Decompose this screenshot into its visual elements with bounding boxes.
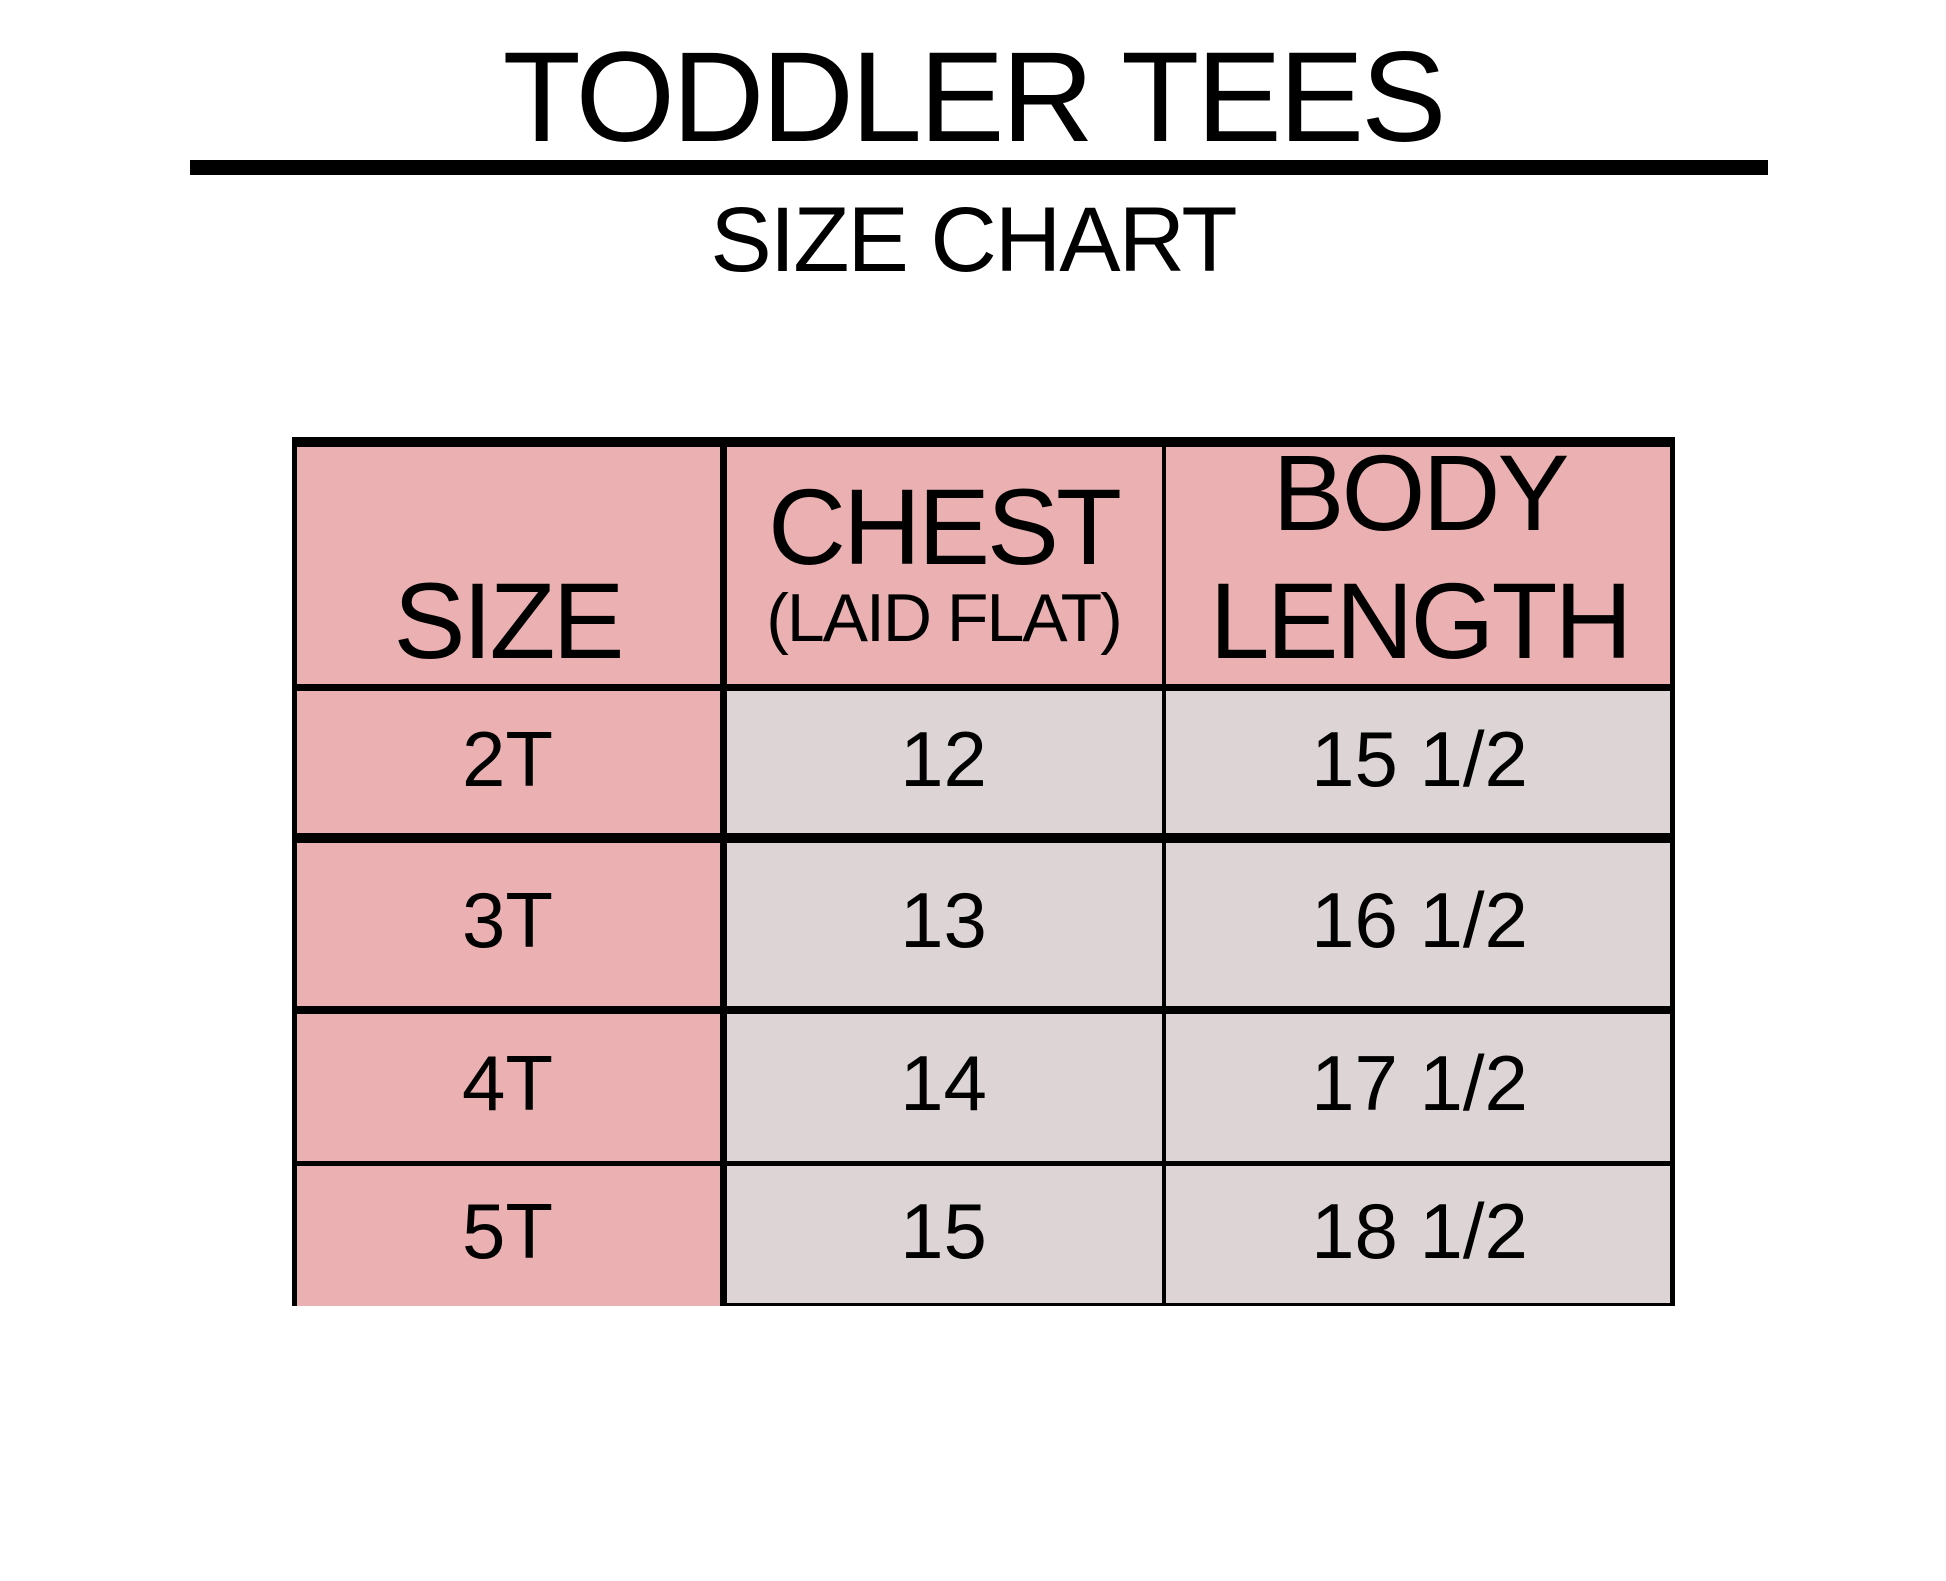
row-3t-chest: 13 — [723, 838, 1164, 1010]
column-divider — [720, 437, 727, 1306]
page-title: TODDLER TEES — [502, 26, 1447, 169]
header-body-length-line2: LENGTH — [1209, 560, 1632, 681]
header-divider — [292, 684, 1675, 691]
row-2t-body-length: 15 1/2 — [1164, 687, 1675, 838]
row-divider — [292, 1006, 1675, 1014]
row-divider — [292, 833, 1675, 843]
table-border-bottom — [723, 1303, 1675, 1306]
row-divider — [292, 1161, 1675, 1166]
header-body-length: BODY LENGTH — [1164, 432, 1675, 687]
row-3t-body-length: 16 1/2 — [1164, 838, 1675, 1010]
header-size: SIZE — [292, 437, 723, 687]
row-2t-chest: 12 — [723, 687, 1164, 838]
row-5t-chest: 15 — [723, 1164, 1164, 1306]
header-chest-sublabel: (LAID FLAT) — [766, 580, 1123, 656]
size-chart-table: SIZE CHEST (LAID FLAT) BODY LENGTH 2T 12… — [292, 432, 1675, 1306]
row-5t-body-length: 18 1/2 — [1164, 1164, 1675, 1306]
header-chest-label: CHEST — [767, 466, 1122, 587]
row-4t-body-length: 17 1/2 — [1164, 1010, 1675, 1164]
table-border-right — [1670, 437, 1675, 1306]
table-border-left — [292, 437, 297, 1306]
row-2t-size: 2T — [292, 687, 723, 838]
row-5t-size: 5T — [292, 1164, 723, 1306]
column-divider — [1162, 437, 1166, 1306]
title-divider — [190, 160, 1768, 175]
header-body-length-line1: BODY — [1272, 432, 1569, 553]
header-chest: CHEST (LAID FLAT) — [723, 437, 1164, 687]
row-4t-chest: 14 — [723, 1010, 1164, 1164]
header-size-label: SIZE — [393, 560, 624, 681]
page-subtitle: SIZE CHART — [710, 189, 1237, 291]
row-3t-size: 3T — [292, 838, 723, 1010]
table-border-top — [292, 437, 1675, 447]
row-4t-size: 4T — [292, 1010, 723, 1164]
